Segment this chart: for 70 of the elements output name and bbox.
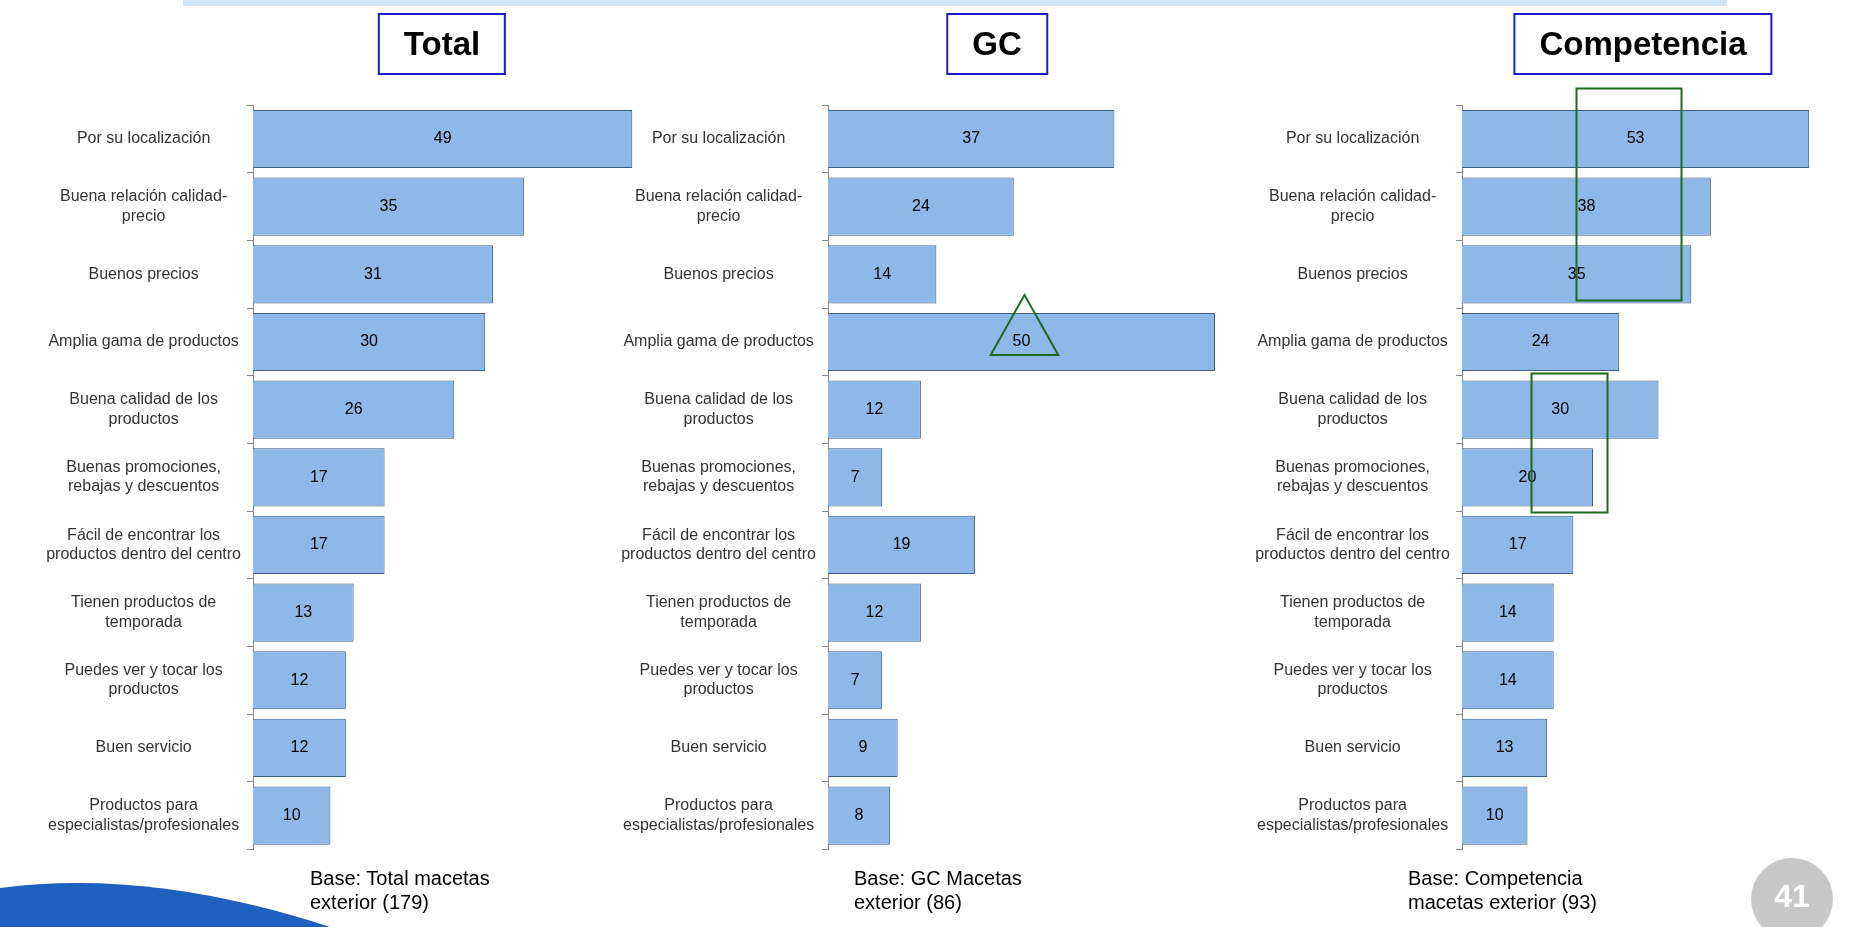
text: Base: Total macetas exterior (179) [310, 866, 491, 914]
text: Base: Competencia macetas exterior (93) [1408, 866, 1598, 914]
data-label: 7 [850, 467, 860, 485]
data-label: 13 [294, 603, 313, 621]
chart-title: Total [377, 13, 507, 75]
data-label: 12 [290, 670, 309, 688]
y-tick-label: Puedes ver y tocar los productos [64, 661, 223, 698]
y-tick-label: Amplia gama de productos [623, 332, 814, 350]
y-tick-label: Buen servicio [95, 738, 192, 756]
y-tick-label: Productos para especialistas/profesionales [48, 796, 240, 833]
data-label: 8 [854, 805, 864, 823]
data-label: 38 [1577, 197, 1596, 215]
data-label: 26 [344, 400, 363, 418]
y-tick-label: Tienen productos de temporada [1279, 593, 1426, 630]
y-tick-label: Buena calidad de los productos [644, 390, 793, 427]
y-tick-label: Buen servicio [1304, 738, 1401, 756]
data-label: 17 [309, 535, 328, 553]
y-tick-label: Buena calidad de los productos [69, 390, 218, 427]
data-label: 12 [865, 400, 884, 418]
y-tick-label: Puedes ver y tocar los productos [1273, 661, 1432, 698]
y-tick-label: Puedes ver y tocar los productos [639, 661, 798, 698]
y-tick-label: Fácil de encontrar los productos dentro del centro [46, 525, 242, 562]
data-label: 10 [1485, 805, 1504, 823]
data-label: 49 [433, 129, 452, 147]
data-label: 35 [379, 197, 398, 215]
data-label: 30 [360, 332, 379, 350]
data-label: 17 [309, 467, 328, 485]
y-tick-label: Tienen productos de temporada [70, 593, 217, 630]
data-label: 13 [1495, 738, 1514, 756]
y-tick-label: Tienen productos de temporada [645, 593, 792, 630]
y-tick-label: Buenos precios [88, 264, 199, 282]
y-tick-label: Buenas promociones, rebajas y descuentos [66, 458, 221, 495]
data-label: 53 [1626, 129, 1645, 147]
y-tick-label: Fácil de encontrar los productos dentro del centro [621, 525, 817, 562]
y-tick-label: Buena relación calidad-precio [635, 187, 803, 224]
chart-title: GC [946, 13, 1048, 75]
data-label: 10 [282, 805, 301, 823]
data-label: 24 [911, 197, 930, 215]
data-label: 24 [1531, 332, 1550, 350]
data-label: 37 [962, 129, 981, 147]
y-tick-label: Buena relación calidad-precio [1269, 187, 1437, 224]
chart-title: Competencia [1513, 13, 1773, 75]
text: Base: GC Macetas exterior (86) [854, 866, 1023, 914]
data-label: 50 [1012, 332, 1031, 350]
data-label: 17 [1508, 535, 1527, 553]
y-tick-label: Productos para especialistas/profesionales [1257, 796, 1449, 833]
y-tick-label: Buenas promociones, rebajas y descuentos [641, 458, 796, 495]
data-label: 9 [858, 738, 868, 756]
y-tick-label: Por su localización [1285, 129, 1420, 147]
y-tick-label: Por su localización [76, 129, 211, 147]
y-tick-label: Amplia gama de productos [1257, 332, 1448, 350]
y-tick-label: Fácil de encontrar los productos dentro del centro [1255, 525, 1451, 562]
y-tick-label: Buenos precios [663, 264, 774, 282]
y-tick-label: Productos para especialistas/profesionales [623, 796, 815, 833]
data-label: 14 [1498, 603, 1517, 621]
y-tick-label: Buenas promociones, rebajas y descuentos [1275, 458, 1430, 495]
data-label: 12 [290, 738, 309, 756]
y-tick-label: Por su localización [651, 129, 786, 147]
y-tick-label: Buenos precios [1297, 264, 1408, 282]
y-tick-label: Amplia gama de productos [48, 332, 239, 350]
data-label: 12 [865, 603, 884, 621]
y-tick-label: Buena calidad de los productos [1278, 390, 1427, 427]
data-label: 19 [892, 535, 911, 553]
data-label: 30 [1551, 400, 1570, 418]
data-label: 31 [364, 264, 382, 282]
y-tick-label: Buen servicio [670, 738, 767, 756]
data-label: 14 [873, 264, 892, 282]
data-label: 7 [850, 670, 860, 688]
data-label: 14 [1498, 670, 1517, 688]
y-tick-label: Buena relación calidad-precio [60, 187, 228, 224]
